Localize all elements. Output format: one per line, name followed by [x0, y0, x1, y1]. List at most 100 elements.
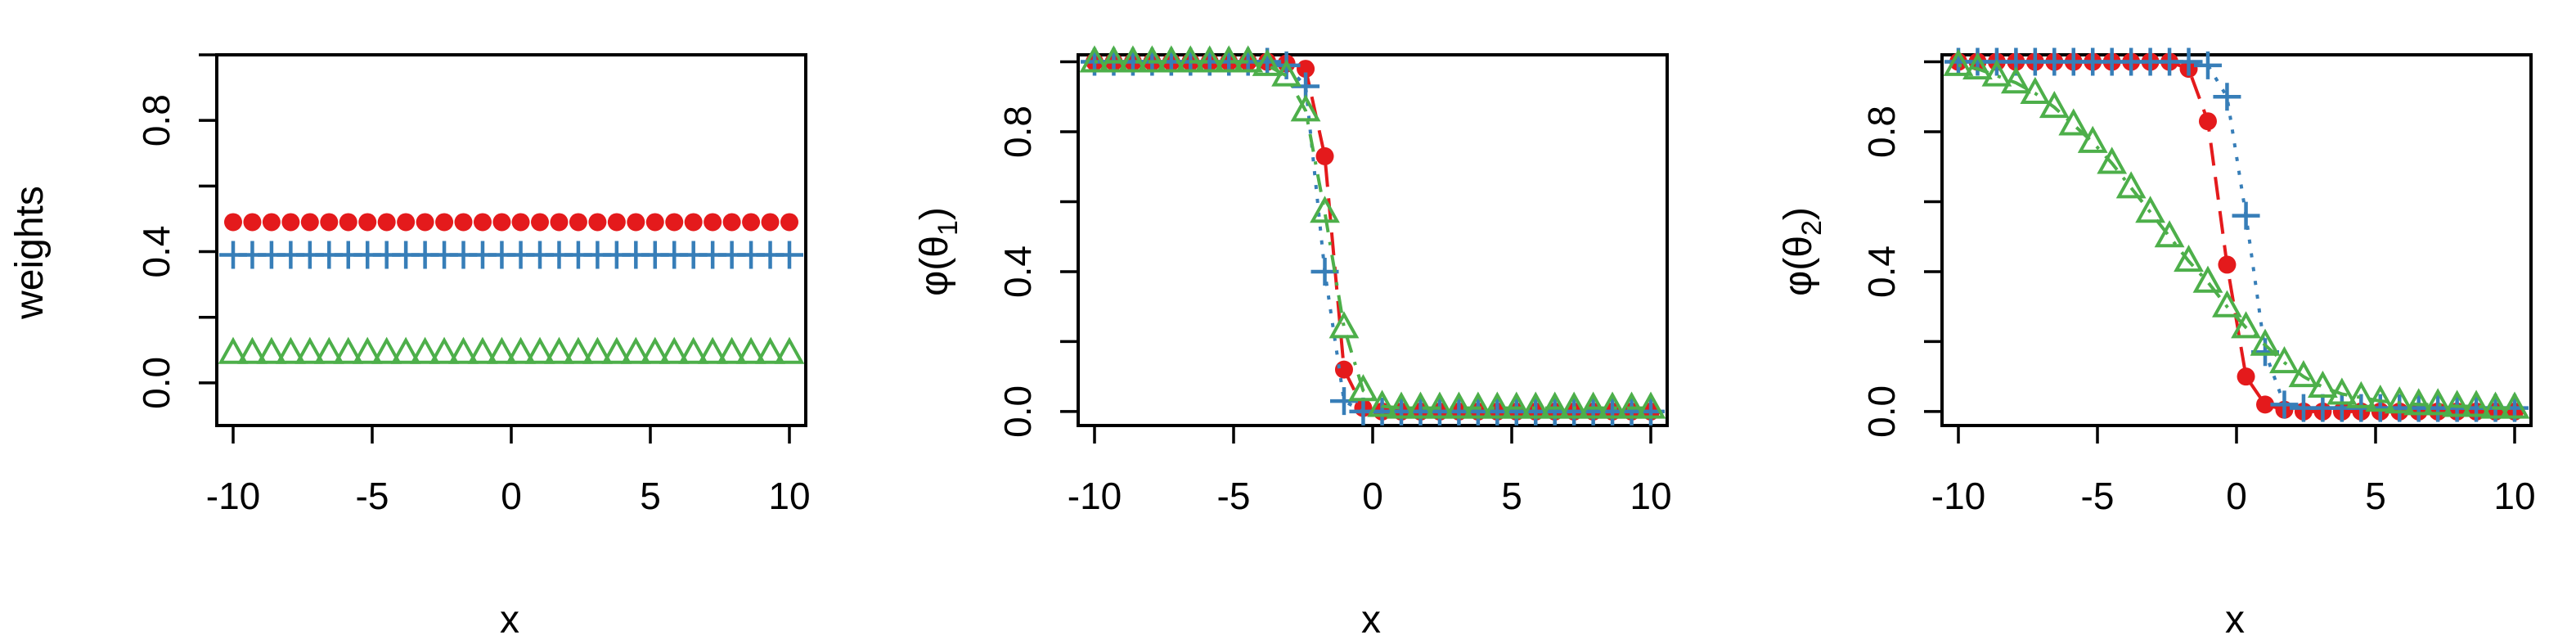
data-point [645, 213, 664, 232]
x-tick-label: -10 [206, 475, 260, 517]
data-point [2218, 255, 2237, 274]
data-point [588, 213, 607, 232]
data-point [410, 336, 440, 364]
y-tick-label: 0.8 [135, 94, 178, 146]
data-point [1348, 374, 1378, 402]
data-point [1194, 45, 1225, 73]
data-point [2192, 265, 2223, 293]
y-axis-label: φ(θ1) [913, 207, 964, 296]
data-point [1444, 391, 1474, 419]
y-tick-label: 0.0 [135, 357, 178, 409]
data-point [2384, 386, 2415, 414]
data-point [2058, 108, 2089, 136]
data-point [2288, 360, 2319, 388]
data-point [1635, 391, 1666, 419]
data-point [454, 213, 473, 232]
data-point [1136, 45, 1167, 73]
data-point [1367, 390, 1397, 417]
y-tick-label: 0.0 [1860, 385, 1903, 438]
data-point [774, 336, 805, 364]
data-point [371, 336, 402, 364]
x-tick-label: -5 [2081, 475, 2115, 517]
data-point [531, 213, 550, 232]
data-point [1175, 45, 1206, 73]
data-point [358, 213, 377, 232]
data-point [2174, 245, 2204, 272]
data-point [1252, 48, 1283, 76]
data-point [1117, 45, 1149, 73]
data-point [1616, 391, 1647, 419]
data-point [300, 213, 319, 232]
series-2 [1943, 48, 2530, 419]
data-point [1981, 59, 2012, 87]
data-point [704, 213, 722, 232]
panel-phi-theta-2: -10 -5 0 5 10 0.0 0.4 0.8 x φ(θ2) [1777, 47, 2536, 642]
plot-frame [215, 53, 807, 427]
data-point [237, 336, 267, 364]
data-point [722, 213, 741, 232]
series-2 [218, 336, 805, 364]
data-point [448, 336, 479, 364]
x-tick-label: -10 [1068, 475, 1122, 517]
data-point [1943, 48, 1974, 76]
data-point [224, 213, 242, 232]
panel-phi-theta-1: -10 -5 0 5 10 0.0 0.4 0.8 x φ(θ1) [913, 45, 1672, 642]
data-point [1540, 391, 1571, 419]
data-point [2237, 367, 2255, 386]
data-point [2422, 388, 2453, 416]
data-point [1213, 45, 1244, 73]
data-point [256, 336, 287, 364]
data-point [506, 336, 536, 364]
data-point [607, 213, 626, 232]
series-2 [1079, 45, 1666, 419]
data-point [2135, 196, 2165, 223]
series-0 [1086, 52, 1660, 421]
data-point [333, 336, 364, 364]
data-point [390, 336, 421, 364]
data-point [697, 336, 728, 364]
series-line [1095, 60, 1651, 413]
series-line [1095, 60, 1651, 410]
data-point [524, 336, 555, 364]
y-axis-label-subscript: 2 [1796, 220, 1827, 236]
data-point [2270, 390, 2299, 419]
data-point [1558, 391, 1589, 419]
data-point [2039, 90, 2070, 119]
data-point [2250, 328, 2281, 356]
data-point [1597, 391, 1628, 419]
x-axis-label: x [1361, 598, 1381, 642]
y-axis-label-subscript: 1 [933, 220, 964, 236]
data-point [1501, 391, 1532, 419]
data-point [684, 213, 703, 232]
y-axis-label-main: φ(θ [913, 236, 956, 296]
data-point [2154, 220, 2185, 248]
data-point [640, 336, 671, 364]
x-tick-label: 5 [2365, 475, 2386, 517]
x-tick-label: -5 [356, 475, 389, 517]
data-point [2480, 391, 2511, 419]
x-axis-label: x [2225, 598, 2245, 642]
data-point [339, 213, 357, 232]
data-point [352, 336, 383, 364]
data-point [429, 336, 460, 364]
data-point [1290, 94, 1321, 122]
data-point [218, 336, 249, 364]
x-axis-label: x [500, 598, 519, 642]
data-point [1233, 45, 1264, 73]
x-tick-label: 5 [1501, 475, 1522, 517]
data-point [2256, 395, 2275, 414]
data-point [262, 213, 281, 232]
data-point [275, 336, 306, 364]
x-tick-label: 10 [2493, 475, 2535, 517]
data-point [416, 213, 434, 232]
data-point [1315, 146, 1334, 165]
data-point [2365, 384, 2396, 412]
data-point [761, 213, 780, 232]
data-point [2269, 345, 2300, 374]
data-point [294, 336, 326, 364]
y-tick-label: 0.8 [996, 106, 1039, 158]
data-point [620, 336, 651, 364]
data-point [2461, 390, 2492, 417]
y-axis-label: weights [8, 186, 52, 320]
